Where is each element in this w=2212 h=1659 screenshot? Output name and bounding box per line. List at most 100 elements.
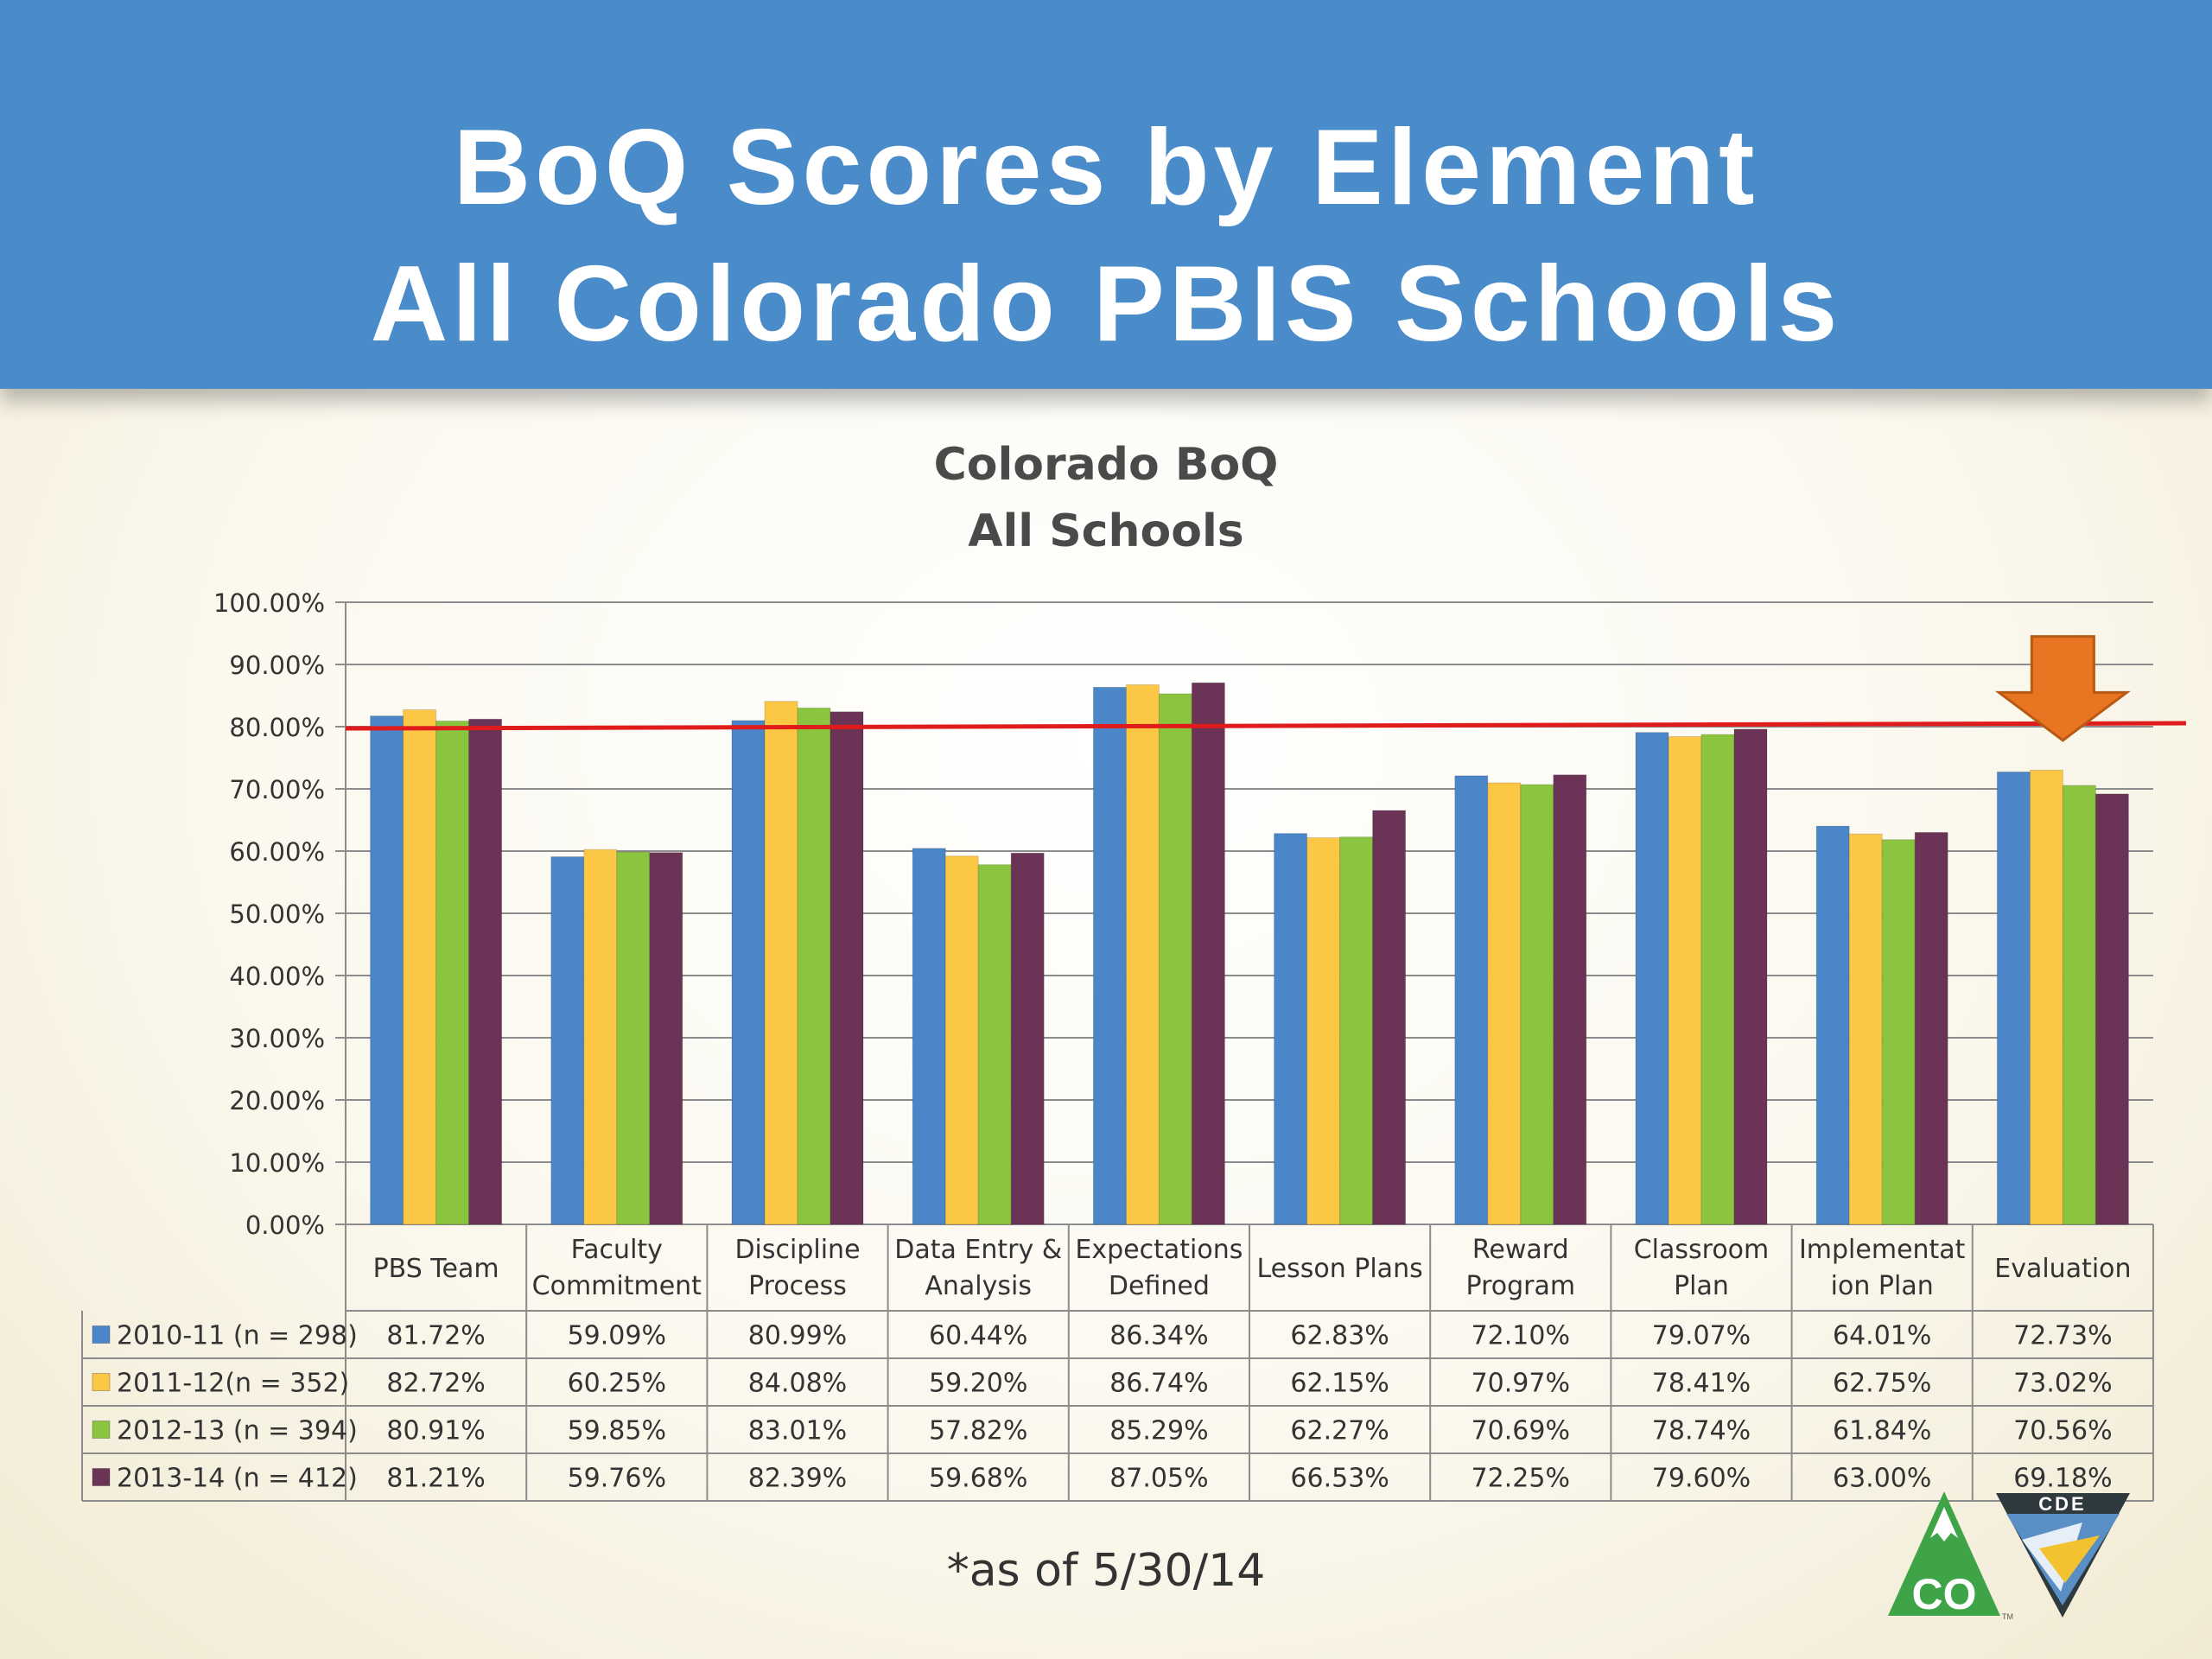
data-label: 72.25% <box>1471 1464 1570 1494</box>
data-label: 57.82% <box>929 1416 1027 1446</box>
data-label: 70.97% <box>1471 1369 1570 1399</box>
co-logo-text: CO <box>1912 1570 1977 1618</box>
data-label: 62.15% <box>1290 1369 1389 1399</box>
bar <box>1668 735 1702 1225</box>
y-tick-label: 60.00% <box>229 837 325 867</box>
colorado-logo: CO TM <box>1888 1491 2013 1621</box>
data-label: 61.84% <box>1833 1416 1931 1446</box>
y-tick-label: 30.00% <box>229 1024 325 1053</box>
bar <box>731 720 766 1225</box>
title-banner: BoQ Scores by Element All Colorado PBIS … <box>0 0 2212 389</box>
bar <box>1010 852 1045 1225</box>
slide-title-line2: All Colorado PBIS Schools <box>370 245 1842 364</box>
bar <box>1306 837 1341 1225</box>
x-tick-label: Program <box>1466 1271 1576 1301</box>
data-label: 72.73% <box>2013 1321 2112 1351</box>
data-label: 59.68% <box>929 1464 1027 1494</box>
legend-swatch <box>92 1421 111 1439</box>
legend-label: 2013-14 (n = 412) <box>117 1464 358 1494</box>
bar <box>1191 682 1225 1225</box>
y-tick-label: 100.00% <box>213 588 325 618</box>
data-label: 81.21% <box>386 1464 485 1494</box>
data-label: 60.44% <box>929 1321 1027 1351</box>
slide-title-line1: BoQ Scores by Element <box>453 108 1759 227</box>
x-tick-label: Classroom <box>1634 1235 1770 1265</box>
bar <box>1125 683 1160 1225</box>
bar <box>1733 728 1768 1225</box>
y-tick-label: 90.00% <box>229 651 325 680</box>
data-label: 79.60% <box>1652 1464 1751 1494</box>
x-tick-label: Analysis <box>925 1271 1032 1301</box>
cde-logo-text: CDE <box>2038 1493 2086 1515</box>
y-tick-label: 50.00% <box>229 899 325 929</box>
data-label: 78.41% <box>1652 1369 1751 1399</box>
data-label: 83.01% <box>748 1416 847 1446</box>
arrow-annotation <box>1994 635 2131 742</box>
x-tick-label: Faculty <box>571 1235 663 1265</box>
y-tick-label: 10.00% <box>229 1148 325 1178</box>
bar <box>370 715 404 1225</box>
bar <box>1700 734 1735 1225</box>
bar <box>830 711 864 1225</box>
data-label: 82.72% <box>386 1369 485 1399</box>
data-label: 81.72% <box>386 1321 485 1351</box>
data-label: 59.20% <box>929 1369 1027 1399</box>
legend-label: 2012-13 (n = 394) <box>117 1416 358 1446</box>
y-tick-label: 0.00% <box>245 1211 325 1240</box>
legend-label: 2010-11 (n = 298) <box>117 1321 358 1351</box>
y-tick-label: 40.00% <box>229 962 325 991</box>
bar <box>2029 769 2063 1225</box>
y-tick-label: 20.00% <box>229 1086 325 1116</box>
x-tick-label: ion Plan <box>1831 1271 1934 1301</box>
data-label: 86.74% <box>1109 1369 1208 1399</box>
x-tick-label: Plan <box>1674 1271 1729 1301</box>
bar <box>1848 833 1883 1225</box>
footnote: *as of 5/30/14 <box>946 1545 1266 1597</box>
data-label: 62.83% <box>1290 1321 1389 1351</box>
chart-subtitle: All Schools <box>968 505 1244 557</box>
x-tick-label: Reward <box>1472 1235 1569 1265</box>
bar <box>1914 831 1948 1225</box>
trademark-text: TM <box>2002 1612 2013 1621</box>
data-label: 69.18% <box>2013 1464 2112 1494</box>
bar <box>912 848 946 1225</box>
x-tick-label: Defined <box>1109 1271 1210 1301</box>
bar <box>2094 793 2129 1225</box>
bar <box>1487 782 1522 1225</box>
bar <box>1092 686 1127 1225</box>
data-label: 87.05% <box>1109 1464 1208 1494</box>
bar <box>468 718 503 1225</box>
bar <box>1996 771 2031 1225</box>
legend-label: 2011-12(n = 352) <box>117 1369 349 1399</box>
data-label: 82.39% <box>748 1464 847 1494</box>
x-tick-label: Data Entry & <box>894 1235 1062 1265</box>
data-label: 85.29% <box>1109 1416 1208 1446</box>
bar <box>2062 785 2096 1225</box>
bar <box>616 851 651 1225</box>
bar <box>1635 732 1669 1225</box>
data-label: 62.75% <box>1833 1369 1931 1399</box>
data-label: 78.74% <box>1652 1416 1751 1446</box>
data-label: 59.09% <box>568 1321 666 1351</box>
bar-chart: Colorado BoQ All Schools 0.00% 10.00% 20.00%… <box>81 439 2187 1502</box>
legend-swatch <box>92 1325 111 1344</box>
logos: CO TM CDE <box>1888 1491 2130 1621</box>
y-tick-label: 70.00% <box>229 775 325 804</box>
x-tick-label: Evaluation <box>1994 1254 2131 1284</box>
chart-title: Colorado BoQ <box>934 439 1279 491</box>
bar <box>550 856 585 1225</box>
data-label: 80.99% <box>748 1321 847 1351</box>
bar <box>1339 836 1374 1225</box>
bar <box>435 720 470 1225</box>
bar <box>1372 810 1407 1225</box>
x-tick-label: Process <box>748 1271 847 1301</box>
data-label: 59.76% <box>568 1464 666 1494</box>
cde-logo: CDE <box>1996 1493 2130 1618</box>
bar <box>944 855 979 1225</box>
data-label: 59.85% <box>568 1416 666 1446</box>
bar <box>1815 825 1850 1225</box>
x-tick-label: Implementat <box>1799 1235 1966 1265</box>
bar <box>1158 693 1192 1225</box>
data-label: 84.08% <box>748 1369 847 1399</box>
